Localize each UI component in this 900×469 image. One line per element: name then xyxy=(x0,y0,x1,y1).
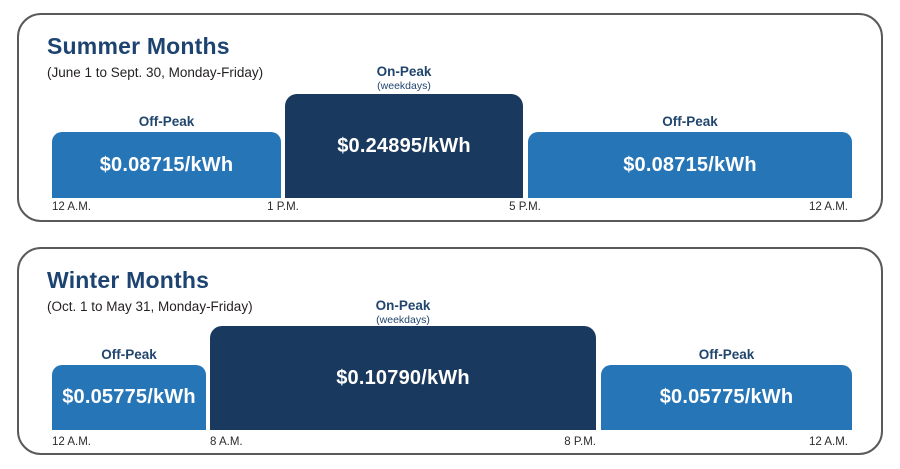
winter-offpeak-2-label: Off-Peak xyxy=(601,347,852,362)
winter-offpeak-2-bar: $0.05775/kWh xyxy=(601,365,852,430)
segment-note-label: (weekdays) xyxy=(377,80,431,92)
summer-offpeak-2-bar: $0.08715/kWh xyxy=(528,132,852,198)
summer-onpeak-bar: $0.24895/kWh xyxy=(285,94,523,198)
axis-tick: 12 A.M. xyxy=(809,201,848,213)
winter-subtitle: (Oct. 1 to May 31, Monday-Friday) xyxy=(47,299,253,314)
rate-value: $0.08715/kWh xyxy=(99,153,234,176)
axis-tick: 12 A.M. xyxy=(809,436,848,448)
summer-offpeak-1-bar: $0.08715/kWh xyxy=(52,132,281,198)
summer-onpeak-label: On-Peak (weekdays) xyxy=(285,64,523,92)
summer-title: Summer Months xyxy=(47,33,230,59)
summer-offpeak-2-label: Off-Peak xyxy=(528,114,852,129)
summer-rate-card: Summer Months (June 1 to Sept. 30, Monda… xyxy=(17,13,883,222)
axis-tick: 1 P.M. xyxy=(267,201,299,213)
summer-subtitle: (June 1 to Sept. 30, Monday-Friday) xyxy=(47,65,264,80)
rate-value: $0.10790/kWh xyxy=(336,366,470,389)
segment-period-label: Off-Peak xyxy=(662,114,718,129)
axis-tick: 8 P.M. xyxy=(564,436,596,448)
axis-tick: 8 A.M. xyxy=(210,436,243,448)
summer-offpeak-1-label: Off-Peak xyxy=(52,114,281,129)
segment-period-label: On-Peak xyxy=(376,64,432,79)
rate-value: $0.24895/kWh xyxy=(337,134,471,157)
axis-tick: 12 A.M. xyxy=(52,201,91,213)
winter-offpeak-1-bar: $0.05775/kWh xyxy=(52,365,206,430)
segment-period-label: On-Peak xyxy=(375,298,431,313)
winter-rate-card: Winter Months (Oct. 1 to May 31, Monday-… xyxy=(17,247,883,455)
segment-period-label: Off-Peak xyxy=(698,347,755,362)
segment-period-label: Off-Peak xyxy=(101,347,157,362)
axis-tick: 5 P.M. xyxy=(509,201,541,213)
winter-onpeak-bar: $0.10790/kWh xyxy=(210,326,596,430)
rate-value: $0.08715/kWh xyxy=(623,153,757,176)
winter-onpeak-label: On-Peak (weekdays) xyxy=(210,298,596,326)
segment-period-label: Off-Peak xyxy=(138,114,195,129)
axis-tick: 12 A.M. xyxy=(52,436,91,448)
winter-title: Winter Months xyxy=(47,267,210,293)
winter-offpeak-1-label: Off-Peak xyxy=(52,347,206,362)
rate-value: $0.05775/kWh xyxy=(62,386,196,408)
segment-note-label: (weekdays) xyxy=(376,314,430,326)
rate-value: $0.05775/kWh xyxy=(659,386,794,408)
